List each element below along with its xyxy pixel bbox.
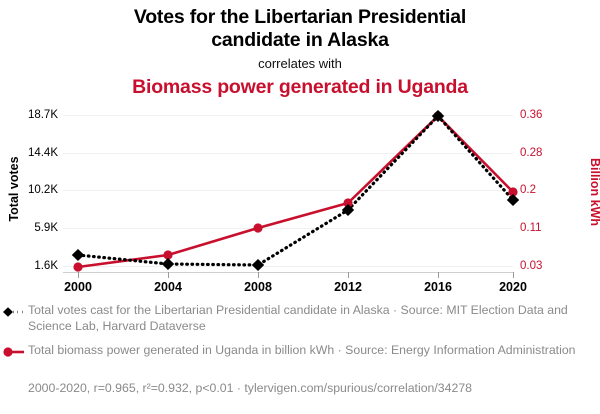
y-tick-label-left: 1.6K — [34, 260, 58, 272]
x-tick — [78, 272, 79, 278]
y-axis-right-title: Billion kWh — [588, 157, 600, 227]
page-title: Votes for the Libertarian Presidential c… — [0, 0, 600, 52]
y-tick-label-right: 0.2 — [520, 184, 536, 196]
y-axis-left-title: Total votes — [7, 156, 21, 222]
x-tick-label: 2000 — [64, 280, 92, 294]
title-connector: correlates with — [258, 56, 342, 71]
title-line-2: candidate in Alaska — [211, 29, 389, 51]
legend-item-biomass: Total biomass power generated in Uganda … — [0, 343, 600, 359]
x-tick — [348, 272, 349, 278]
y-tick-label-right: 0.28 — [520, 147, 543, 159]
x-tick-label: 2004 — [154, 280, 182, 294]
gridline — [63, 190, 513, 191]
diamond-dotted-marker-icon — [3, 307, 24, 317]
title-secondary: Biomass power generated in Uganda — [132, 76, 468, 98]
y-tick-label-right: 0.03 — [520, 260, 543, 272]
y-axis-right-labels: 0.36 0.28 0.2 0.11 0.03 — [520, 0, 580, 414]
plot-area — [63, 110, 513, 272]
chart-legend: Total votes cast for the Libertarian Pre… — [0, 303, 600, 395]
y-tick-label-left: 18.7K — [27, 109, 58, 121]
title-line-1: Votes for the Libertarian Presidential — [133, 6, 467, 28]
gridline — [63, 266, 513, 267]
gridline — [63, 153, 513, 154]
x-tick — [438, 272, 439, 278]
x-tick — [513, 272, 514, 278]
legend-label-biomass: Total biomass power generated in Uganda … — [28, 343, 576, 357]
gridline — [63, 228, 513, 229]
x-tick-label: 2020 — [499, 280, 527, 294]
x-tick — [168, 272, 169, 278]
x-tick-label: 2008 — [244, 280, 272, 294]
legend-item-votes: Total votes cast for the Libertarian Pre… — [0, 303, 600, 334]
x-tick-label: 2012 — [334, 280, 362, 294]
circle-solid-marker-icon — [3, 347, 24, 357]
y-tick-label-right: 0.36 — [520, 109, 543, 121]
chart-title-block: Votes for the Libertarian Presidential c… — [0, 0, 600, 99]
y-tick-label-left: 5.9K — [34, 222, 58, 234]
x-axis-line — [63, 272, 514, 273]
gridline — [63, 115, 513, 116]
legend-label-votes: Total votes cast for the Libertarian Pre… — [28, 303, 568, 333]
x-tick — [258, 272, 259, 278]
y-tick-label-left: 14.4K — [27, 147, 58, 159]
y-axis-left-labels: 18.7K 14.4K 10.2K 5.9K 1.6K — [0, 0, 58, 414]
legend-footnote: 2000-2020, r=0.965, r²=0.932, p<0.01 · t… — [28, 381, 472, 395]
y-tick-label-left: 10.2K — [27, 184, 58, 196]
y-tick-label-right: 0.11 — [520, 222, 542, 234]
x-tick-label: 2016 — [424, 280, 452, 294]
